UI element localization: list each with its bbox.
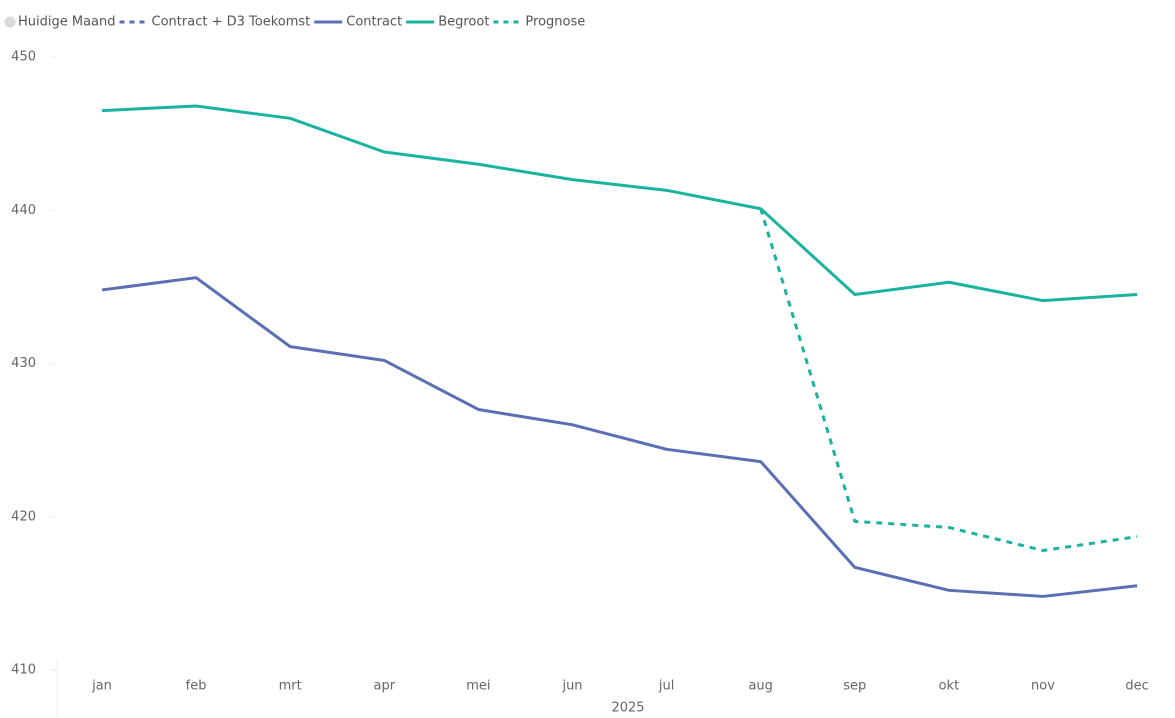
- x-tick-label: dec: [1125, 679, 1148, 694]
- x-tick-label: aug: [748, 679, 772, 694]
- y-tick-label: 440: [11, 203, 36, 218]
- legend-label: Prognose: [525, 15, 585, 30]
- legend-label: Begroot: [438, 15, 489, 30]
- legend-label: Contract: [346, 15, 402, 30]
- y-tick-label: 430: [11, 356, 36, 371]
- legend: Huidige Maand Contract + D3 Toekomst Contr…: [4, 15, 585, 30]
- y-tick-label: 450: [11, 50, 36, 65]
- x-tick-label: apr: [374, 679, 396, 694]
- x-tick-label: sep: [843, 679, 866, 694]
- x-tick-label: nov: [1031, 679, 1055, 694]
- x-tick-label: jul: [658, 679, 674, 694]
- legend-marker: [4, 16, 16, 28]
- series-line: [101, 276, 1138, 598]
- x-axis-title: 2025: [611, 701, 644, 716]
- y-tick-label: 410: [11, 663, 36, 678]
- legend-label: Contract + D3 Toekomst: [152, 15, 311, 30]
- x-tick-label: okt: [939, 679, 960, 694]
- series-line: [759, 208, 1138, 552]
- y-tick-label: 420: [11, 509, 36, 524]
- x-tick-label: feb: [186, 679, 207, 694]
- series-line: [101, 104, 1138, 303]
- x-tick-label: jun: [561, 679, 582, 694]
- legend-label: Huidige Maand: [18, 15, 116, 30]
- x-tick-label: jan: [91, 679, 112, 694]
- x-tick-label: mei: [466, 679, 490, 694]
- x-tick-label: mrt: [279, 679, 302, 694]
